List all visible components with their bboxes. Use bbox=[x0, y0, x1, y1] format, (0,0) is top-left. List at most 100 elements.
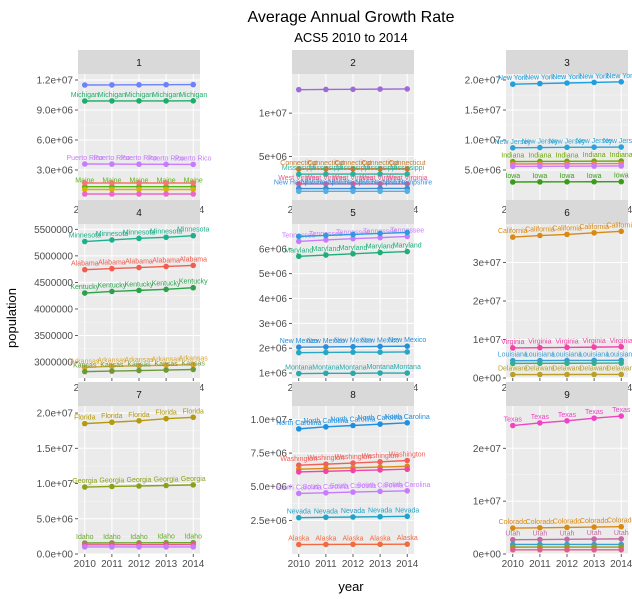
point-label: Iowa bbox=[587, 173, 602, 180]
data-point bbox=[350, 541, 356, 548]
data-point bbox=[591, 524, 597, 530]
data-point bbox=[81, 266, 88, 273]
data-point bbox=[509, 179, 516, 185]
series-unlabeled bbox=[295, 229, 411, 240]
point-label: Minnesota bbox=[123, 229, 155, 236]
x-tick-label: 2011 bbox=[101, 559, 123, 570]
facet-panels: 1 3.0e+06 6.0e+06 9.0e+06 1.2e+07 2010 2011 201… bbox=[34, 50, 632, 570]
point-label: Colorado bbox=[499, 519, 528, 526]
facet-strip-label: 7 bbox=[136, 390, 142, 401]
data-point bbox=[295, 238, 302, 245]
point-label: Georgia bbox=[154, 476, 179, 483]
data-point bbox=[81, 82, 88, 88]
point-label: Washington bbox=[280, 456, 317, 463]
series-unlabeled bbox=[509, 360, 625, 367]
data-point bbox=[509, 81, 516, 87]
data-point bbox=[377, 370, 383, 376]
data-point bbox=[618, 344, 625, 350]
data-point bbox=[295, 344, 302, 351]
point-label: New Hampshire bbox=[301, 180, 351, 187]
point-label: Kansas bbox=[182, 361, 206, 368]
point-label: Florida bbox=[74, 415, 96, 422]
data-point bbox=[404, 370, 411, 376]
point-label: Florida bbox=[155, 410, 177, 417]
data-point bbox=[509, 546, 516, 553]
series-unlabeled bbox=[81, 180, 197, 186]
point-label: Georgia bbox=[72, 478, 97, 485]
data-point bbox=[350, 489, 356, 495]
data-point bbox=[509, 360, 516, 367]
facet-panel-5: 51e+062e+063e+064e+065e+066e+06201020112… bbox=[259, 200, 426, 394]
data-point bbox=[591, 230, 597, 236]
series-alabama: Alabama Alabama Alabama Alabama Alabama bbox=[71, 256, 207, 273]
series-texas: Texas Texas Texas Texas Texas bbox=[504, 407, 631, 429]
data-point bbox=[109, 368, 115, 374]
y-tick-label: 9.0e+06 bbox=[37, 106, 74, 117]
x-tick-label: 2010 bbox=[74, 559, 97, 570]
point-label: Michigan bbox=[152, 92, 180, 99]
point-label: California bbox=[525, 227, 555, 234]
y-tick-label: 1e+06 bbox=[259, 369, 288, 380]
data-point bbox=[404, 541, 411, 547]
data-point bbox=[81, 180, 88, 186]
facet-panel-4: 4 3000000 3500000 4000000 4500000 5000000 5500… bbox=[34, 200, 209, 394]
point-label: Utah bbox=[560, 530, 575, 537]
point-label: Nevada bbox=[368, 508, 392, 515]
data-point bbox=[564, 179, 570, 185]
point-label: Puerto Rico bbox=[148, 155, 185, 162]
data-point bbox=[190, 232, 197, 239]
point-label: Florida bbox=[183, 408, 205, 415]
point-label: Michigan bbox=[125, 92, 153, 99]
data-point bbox=[295, 426, 302, 432]
data-point bbox=[350, 349, 356, 355]
y-tick-label: 5e+06 bbox=[259, 269, 288, 280]
point-label: New York bbox=[525, 75, 555, 82]
point-label: North Carolina bbox=[303, 418, 348, 425]
data-point bbox=[509, 234, 516, 240]
data-point bbox=[323, 344, 329, 350]
series-florida: Florida Florida Florida Florida Florida bbox=[74, 408, 205, 427]
point-label: New Hampshire bbox=[382, 179, 432, 186]
data-point bbox=[136, 418, 142, 424]
y-tick-label: 2.5e+06 bbox=[251, 516, 288, 527]
point-label: New York bbox=[498, 75, 528, 82]
data-point bbox=[377, 166, 383, 172]
data-point bbox=[295, 349, 302, 356]
y-tick-label: 6e+06 bbox=[259, 244, 288, 255]
data-point bbox=[404, 487, 411, 494]
point-label: Mississippi bbox=[390, 165, 424, 172]
point-label: North Carolina bbox=[276, 420, 321, 427]
series-washington: WashingtonWashingtonWashingtonWashington… bbox=[280, 451, 426, 469]
data-point bbox=[404, 181, 411, 187]
data-point bbox=[591, 360, 597, 366]
data-point bbox=[377, 467, 383, 473]
data-point bbox=[295, 490, 302, 497]
point-label: Virginia bbox=[501, 339, 524, 346]
point-label: South Carolina bbox=[330, 483, 376, 490]
data-point bbox=[136, 367, 142, 374]
x-tick-label: 2014 bbox=[182, 559, 205, 570]
data-point bbox=[323, 171, 329, 177]
point-label: Colorado bbox=[607, 518, 632, 525]
point-label: Idaho bbox=[130, 534, 148, 541]
y-tick-label: 3e+07 bbox=[473, 258, 502, 269]
data-point bbox=[404, 248, 411, 255]
data-point bbox=[295, 171, 302, 177]
data-point bbox=[136, 362, 142, 369]
point-label: Indiana bbox=[528, 152, 551, 159]
data-point bbox=[163, 81, 169, 88]
data-point bbox=[323, 370, 329, 377]
data-point bbox=[350, 166, 356, 172]
y-tick-label: 6.0e+06 bbox=[37, 136, 74, 147]
point-label: New Jersey bbox=[603, 138, 632, 145]
data-point bbox=[404, 166, 411, 172]
point-label: Utah bbox=[532, 531, 547, 538]
data-point bbox=[350, 181, 356, 187]
data-point bbox=[163, 98, 169, 104]
y-tick-label: 1e+07 bbox=[473, 335, 502, 346]
point-label: Maryland bbox=[366, 244, 395, 251]
point-label: Alaska bbox=[342, 535, 363, 542]
point-label: Puerto Rico bbox=[66, 155, 103, 162]
